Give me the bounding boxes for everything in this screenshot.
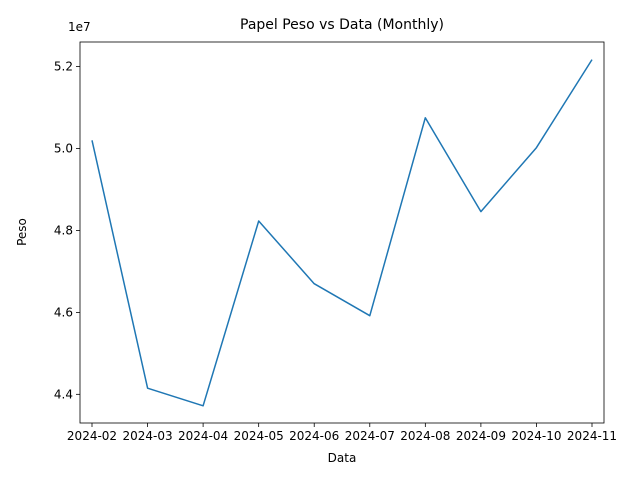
chart-title: Papel Peso vs Data (Monthly) (240, 17, 444, 33)
series-line (92, 60, 592, 406)
x-tick-label: 2024-07 (345, 429, 395, 443)
y-tick-label: 5.0 (54, 142, 73, 156)
x-tick-label: 2024-02 (67, 429, 117, 443)
x-tick-label: 2024-11 (567, 429, 617, 443)
x-tick-label: 2024-04 (178, 429, 228, 443)
x-tick-label: 2024-03 (122, 429, 172, 443)
plot-area: 2024-02 2024-03 2024-04 2024-05 2024-06 2024-… (54, 42, 617, 443)
x-tick-label: 2024-05 (234, 429, 284, 443)
y-tick-label: 4.6 (54, 305, 73, 319)
x-tick-label: 2024-08 (400, 429, 450, 443)
x-axis-title: Data (328, 451, 357, 465)
x-tick-label: 2024-09 (456, 429, 506, 443)
x-tick-label: 2024-06 (289, 429, 339, 443)
y-tick-label: 5.2 (54, 60, 73, 74)
y-tick-label: 4.4 (54, 387, 73, 401)
x-tick-label: 2024-10 (511, 429, 561, 443)
axes-frame (80, 42, 604, 423)
y-offset-label: 1e7 (68, 20, 91, 34)
y-tick-label: 4.8 (54, 223, 73, 237)
y-axis-title: Peso (15, 218, 29, 246)
